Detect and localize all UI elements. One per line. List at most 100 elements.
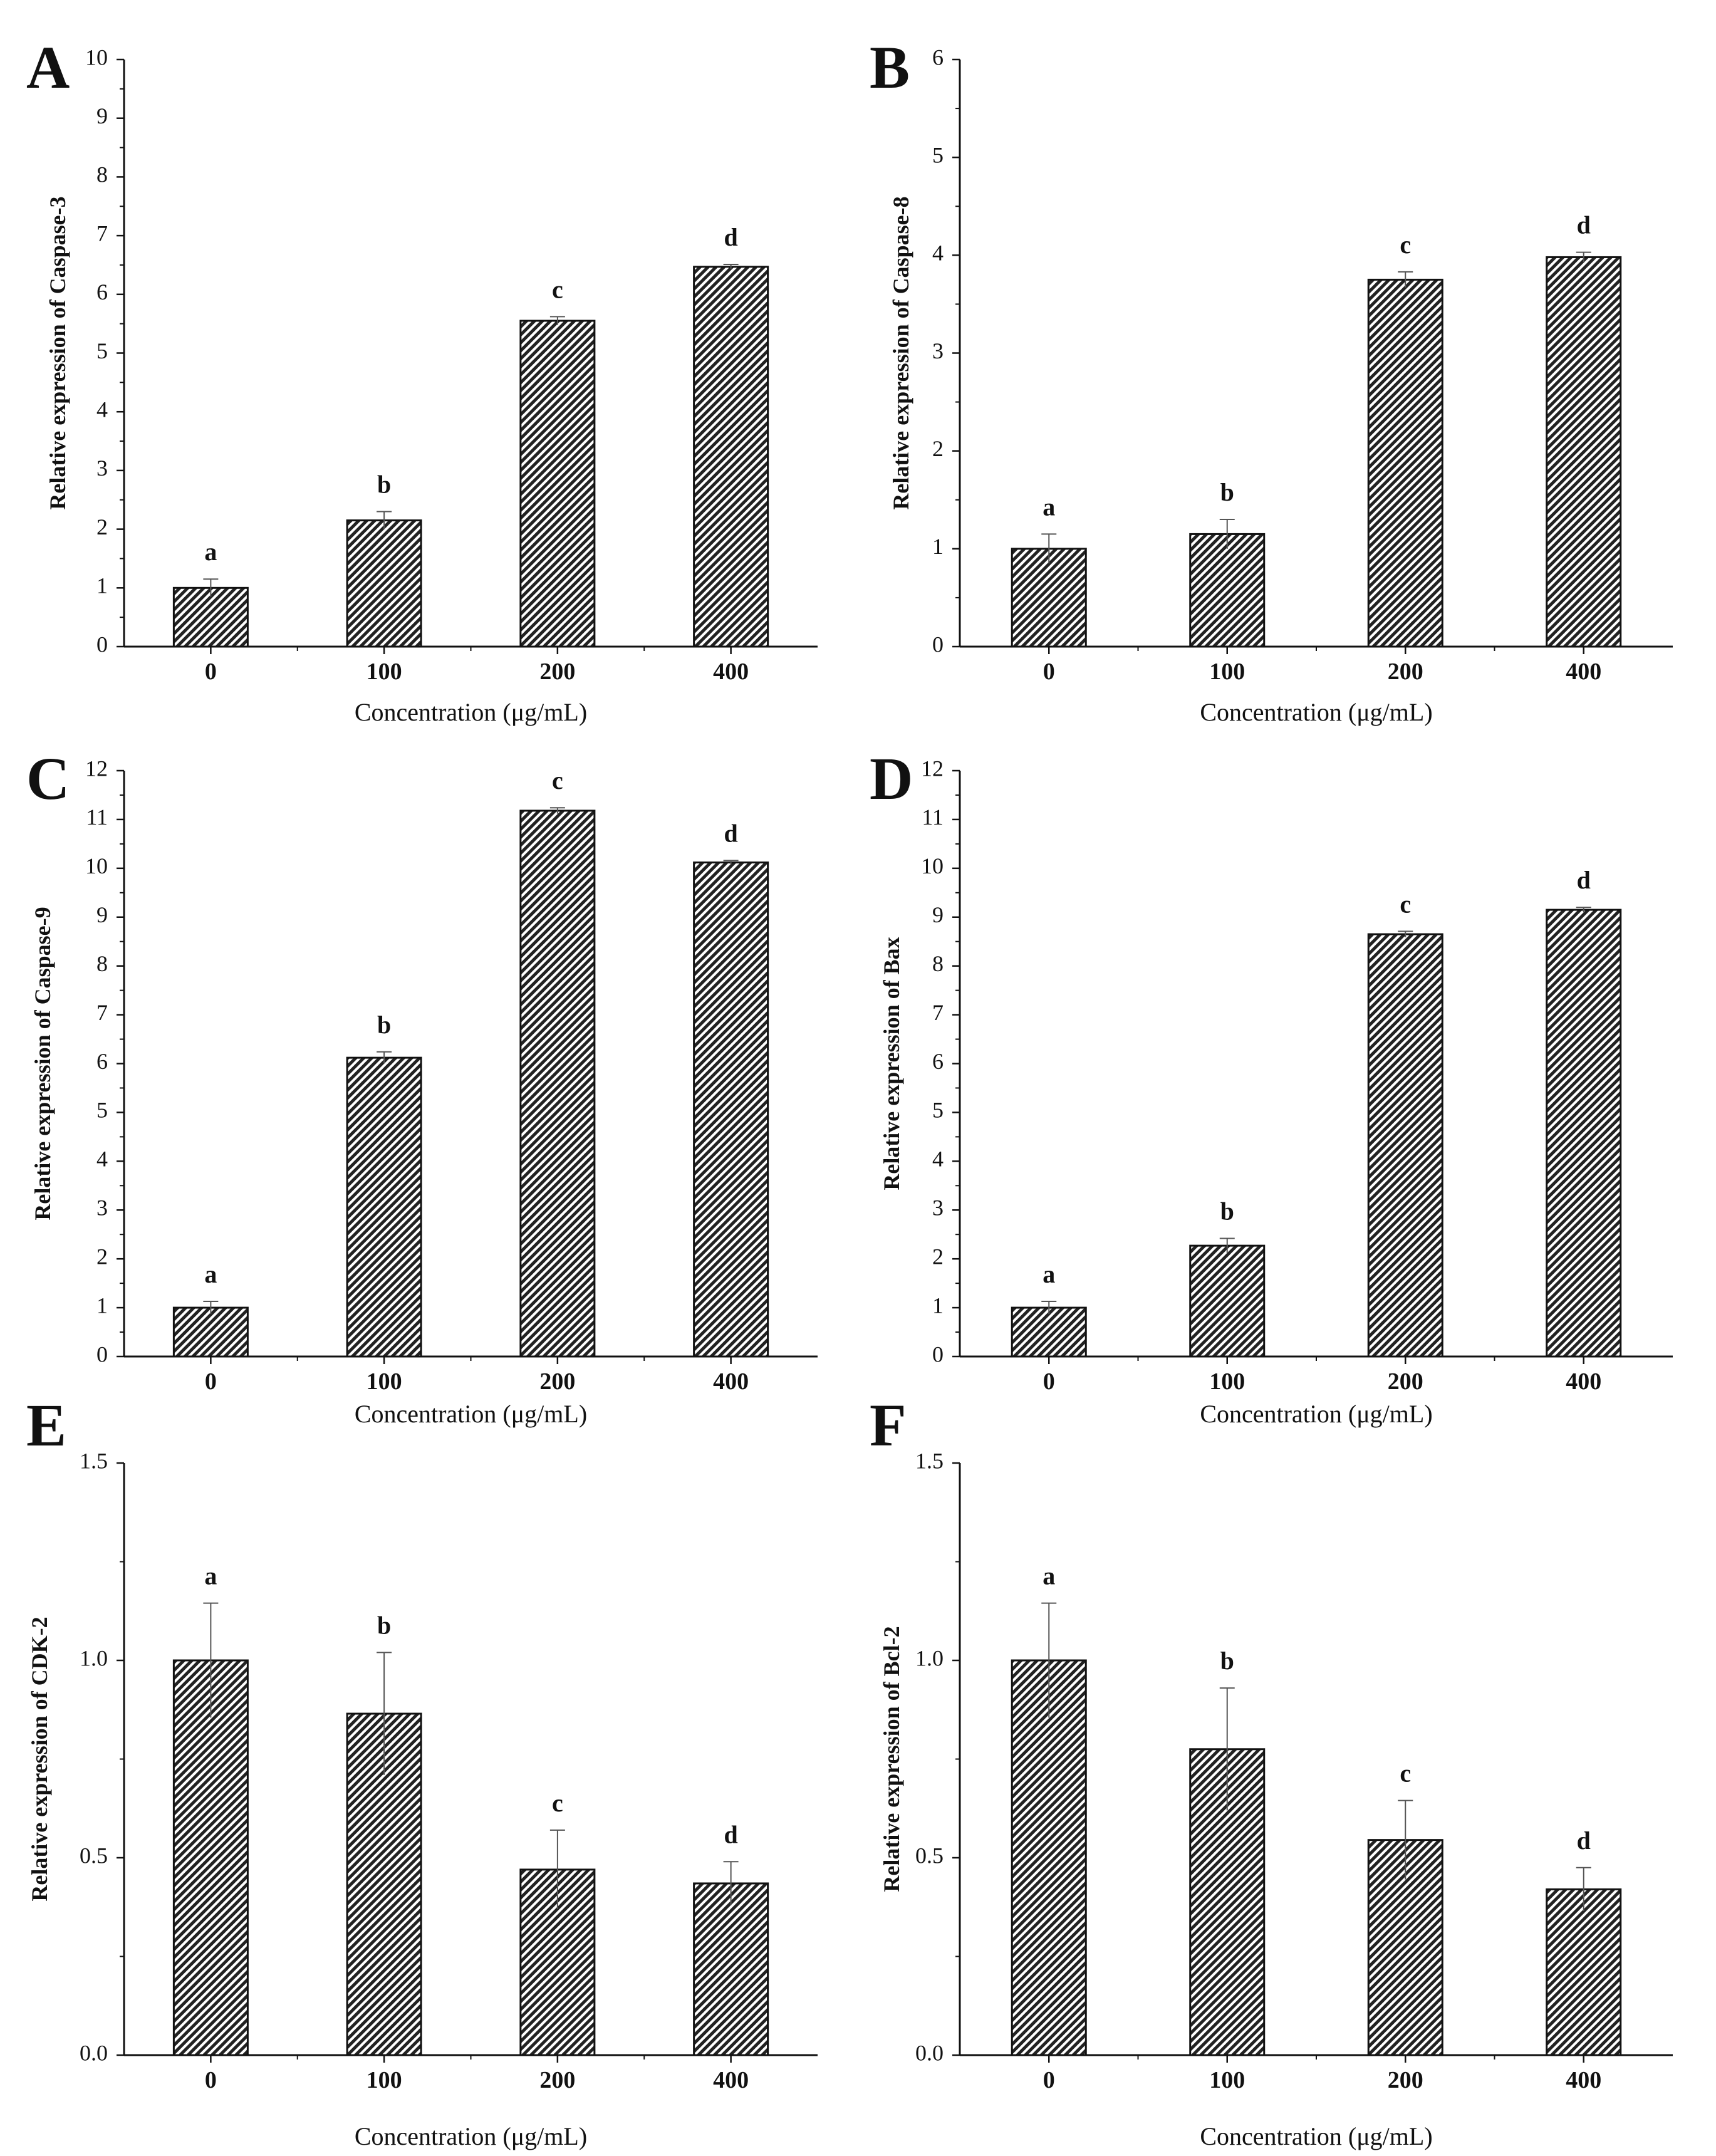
- x-tick-label: 100: [367, 2067, 402, 2093]
- y-tick-label: 1.0: [80, 1645, 108, 1670]
- panel-letter-e: E: [26, 1392, 66, 1459]
- x-tick-label: 0: [205, 1368, 217, 1395]
- x-tick-label: 400: [1566, 2067, 1601, 2093]
- y-tick-label: 2: [932, 436, 944, 461]
- y-tick-label: 0.0: [80, 2040, 108, 2065]
- y-tick-label: 0.5: [80, 1843, 108, 1868]
- y-tick-label: 0: [96, 1341, 108, 1367]
- y-tick-label: 12: [85, 756, 108, 781]
- significance-label: d: [724, 819, 738, 847]
- x-tick-label: 100: [1209, 2067, 1245, 2093]
- significance-label: b: [377, 470, 391, 498]
- significance-label: b: [1220, 478, 1234, 506]
- bar-400: [693, 1882, 769, 2056]
- x-axis-title: Concentration (μg/mL): [355, 698, 587, 726]
- y-tick-label: 6: [932, 1049, 944, 1074]
- x-tick-label: 400: [713, 2067, 749, 2093]
- bar-200: [519, 810, 596, 1358]
- chart-panel-a: A 0 1 2 3 4 5 6 7 8 9 10 a 0 b 100 c 200 d 400 Concentration…: [26, 34, 818, 726]
- panel-letter-c: C: [26, 745, 70, 812]
- significance-label: d: [724, 1820, 738, 1848]
- y-tick-label: 3: [932, 338, 944, 363]
- bar-0: [1011, 1659, 1087, 2056]
- x-tick-label: 100: [1209, 1368, 1245, 1395]
- y-tick-label: 0.5: [915, 1843, 944, 1868]
- x-tick-label: 200: [539, 2067, 575, 2093]
- y-tick-label: 2: [932, 1244, 944, 1269]
- y-tick-label: 3: [96, 456, 108, 481]
- y-tick-label: 7: [932, 1000, 944, 1025]
- significance-label: a: [204, 1562, 217, 1590]
- y-tick-label: 5: [932, 142, 944, 167]
- x-tick-label: 200: [1388, 1368, 1423, 1395]
- y-tick-label: 11: [922, 805, 944, 830]
- panel-letter-a: A: [26, 34, 70, 101]
- bar-200: [519, 320, 596, 648]
- significance-label: c: [1400, 890, 1411, 918]
- bar-0: [172, 1659, 249, 2056]
- chart-panel-c: C0123456789101112a0b100c200d400Concentra…: [26, 745, 818, 1428]
- y-tick-label: 1: [96, 573, 108, 598]
- x-axis-title: Concentration (μg/mL): [355, 2122, 587, 2150]
- significance-label: c: [552, 1789, 563, 1817]
- y-tick-label: 0: [932, 1341, 944, 1367]
- significance-label: b: [377, 1011, 391, 1039]
- significance-label: c: [1400, 1759, 1411, 1788]
- significance-label: b: [377, 1611, 391, 1639]
- y-tick-label: 3: [932, 1195, 944, 1221]
- significance-label: d: [1577, 211, 1591, 239]
- bar-200: [1367, 278, 1443, 648]
- bar-400: [693, 266, 769, 648]
- y-tick-label: 8: [96, 951, 108, 976]
- x-axis-title: Concentration (μg/mL): [1200, 1400, 1432, 1428]
- y-tick-label: 4: [96, 397, 108, 422]
- chart-panel-e: E 0.0 0.5 1.0 1.5 a 0 b 100 c 200 d 400 Concentration…: [26, 1392, 818, 2150]
- y-tick-label: 4: [96, 1147, 108, 1172]
- y-tick-label: 0.0: [915, 2040, 944, 2065]
- bar-100: [346, 1056, 422, 1358]
- bar-0: [1011, 1306, 1087, 1358]
- y-tick-label: 2: [96, 514, 108, 539]
- y-tick-label: 10: [921, 853, 944, 878]
- significance-label: c: [1400, 231, 1411, 259]
- chart-panel-d: D0123456789101112a0b100c200d400Concentra…: [870, 745, 1673, 1428]
- significance-label: a: [1043, 492, 1055, 521]
- y-tick-label: 8: [96, 162, 108, 187]
- bar-100: [1189, 1244, 1266, 1358]
- chart-panel-f: F 0.0 0.5 1.0 1.5 a 0 b 100 c 200 d 400 Concentration…: [870, 1392, 1673, 2150]
- x-tick-label: 0: [1043, 1368, 1055, 1395]
- y-tick-label: 1.5: [80, 1448, 108, 1473]
- y-tick-label: 4: [932, 241, 944, 266]
- significance-label: c: [552, 275, 563, 303]
- y-tick-label: 11: [86, 805, 108, 830]
- y-tick-label: 8: [932, 951, 944, 976]
- panel-letter-d: D: [870, 745, 913, 812]
- x-tick-label: 0: [205, 2067, 217, 2093]
- x-axis-title: Concentration (μg/mL): [1200, 2122, 1432, 2150]
- significance-label: c: [552, 766, 563, 794]
- significance-label: a: [204, 538, 217, 566]
- y-tick-label: 9: [96, 902, 108, 927]
- x-axis-title: Concentration (μg/mL): [1200, 698, 1432, 726]
- x-tick-label: 100: [367, 659, 402, 685]
- y-tick-label: 4: [932, 1147, 944, 1172]
- x-tick-label: 0: [205, 659, 217, 685]
- significance-label: a: [204, 1260, 217, 1288]
- y-axis-title: Relative expression of Caspase-8: [888, 196, 913, 509]
- y-axis-title: Relative expression of Bax: [879, 937, 904, 1190]
- y-tick-label: 9: [96, 103, 108, 128]
- y-tick-label: 0: [96, 632, 108, 657]
- significance-label: b: [1220, 1197, 1234, 1225]
- y-tick-label: 7: [96, 221, 108, 246]
- y-tick-label: 1: [96, 1293, 108, 1318]
- x-tick-label: 400: [1566, 659, 1601, 685]
- x-tick-label: 200: [1388, 2067, 1423, 2093]
- y-axis-title: Relative expression of Bcl-2: [879, 1626, 904, 1892]
- y-tick-label: 0: [932, 632, 944, 657]
- bar-400: [1546, 1888, 1622, 2056]
- y-axis-title: Relative expression of CDK-2: [27, 1617, 52, 1901]
- x-tick-label: 100: [1209, 659, 1245, 685]
- y-tick-label: 2: [96, 1244, 108, 1269]
- significance-label: b: [1220, 1647, 1234, 1675]
